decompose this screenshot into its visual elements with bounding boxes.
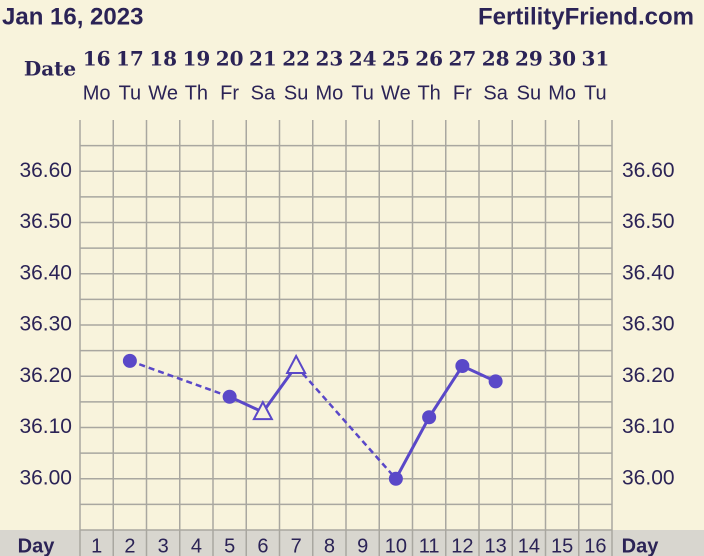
date-label: 29 [515,47,543,71]
date-label: Date [24,57,76,81]
y-tick-label: 36.00 [19,466,72,489]
temp-line [394,364,497,480]
weekday-label: Mo [315,82,343,104]
day-number: 12 [451,535,473,556]
day-number: 4 [191,535,202,556]
day-number: 13 [485,535,507,556]
weekday-label: We [148,82,178,104]
day-number: 9 [357,535,368,556]
temp-gap-line [129,359,231,398]
y-tick-label: 36.30 [19,313,72,336]
weekday-label: We [381,82,411,104]
weekday-label: Su [284,82,308,104]
day-number: 7 [291,535,302,556]
day-number: 5 [224,535,235,556]
day-number: 6 [257,535,268,556]
weekday-label: Th [185,82,208,104]
weekday-label: Tu [119,82,142,104]
date-label: 25 [382,47,410,71]
day-number: 10 [385,535,407,556]
y2-tick-label: 36.00 [622,466,675,489]
date-label: 20 [216,47,244,71]
date-label: 16 [83,47,111,71]
y2-tick-label: 36.40 [622,261,675,284]
date-label: 18 [149,47,177,71]
day-number: 3 [158,535,169,556]
y2-tick-label: 36.50 [622,210,675,233]
date-label: 23 [315,47,343,71]
day-number: 1 [91,535,102,556]
y2-tick-label: 36.20 [622,364,675,387]
date-label: 21 [249,47,277,71]
y-tick-label: 36.20 [19,364,72,387]
temp-point [285,353,307,374]
weekday-label: Su [517,82,541,104]
temp-point [222,389,237,404]
chart-title: Jan 16, 2023 [2,3,143,30]
day-row-bg [0,530,704,556]
y-tick-label: 36.50 [19,210,72,233]
source: FertilityFriend.com [478,3,694,30]
date-label: 19 [182,47,210,71]
temp-point [422,410,437,425]
y-tick-label: 36.10 [19,415,72,438]
temp-point [455,359,470,373]
weekday-label: Tu [351,82,374,104]
y2-tick-label: 36.60 [622,159,675,182]
weekday-label: Fr [453,82,472,104]
weekday-label: Th [417,82,440,104]
weekday-label: Fr [220,82,239,104]
weekday-label: Sa [251,82,276,104]
date-label: 27 [448,47,476,71]
date-label: 24 [349,47,377,71]
y2-tick-label: 36.30 [622,313,675,336]
date-label: 28 [482,47,510,71]
temp-gap-line [295,365,397,480]
date-label: 31 [581,47,609,71]
date-label: 22 [282,47,310,71]
weekday-label: Tu [584,82,607,104]
date-label: 26 [415,47,443,71]
day-number: 15 [551,535,573,556]
y-tick-label: 36.40 [19,261,72,284]
day-number: 8 [324,535,335,556]
temp-point [122,353,137,368]
day-label: Day [622,535,660,556]
weekday-label: Mo [83,82,111,104]
day-number: 2 [124,535,135,556]
temp-point [388,471,403,486]
temp-point [252,399,274,421]
date-label: 30 [548,47,576,71]
weekday-label: Sa [483,82,508,104]
day-number: 16 [584,535,606,556]
weekday-label: Mo [548,82,576,104]
date-label: 17 [116,47,144,71]
day-number: 11 [419,535,440,556]
y-tick-label: 36.60 [19,159,72,182]
day-number: 14 [518,535,540,556]
y2-tick-label: 36.10 [622,415,675,438]
day-label: Day [18,535,56,556]
temp-point [488,374,503,389]
